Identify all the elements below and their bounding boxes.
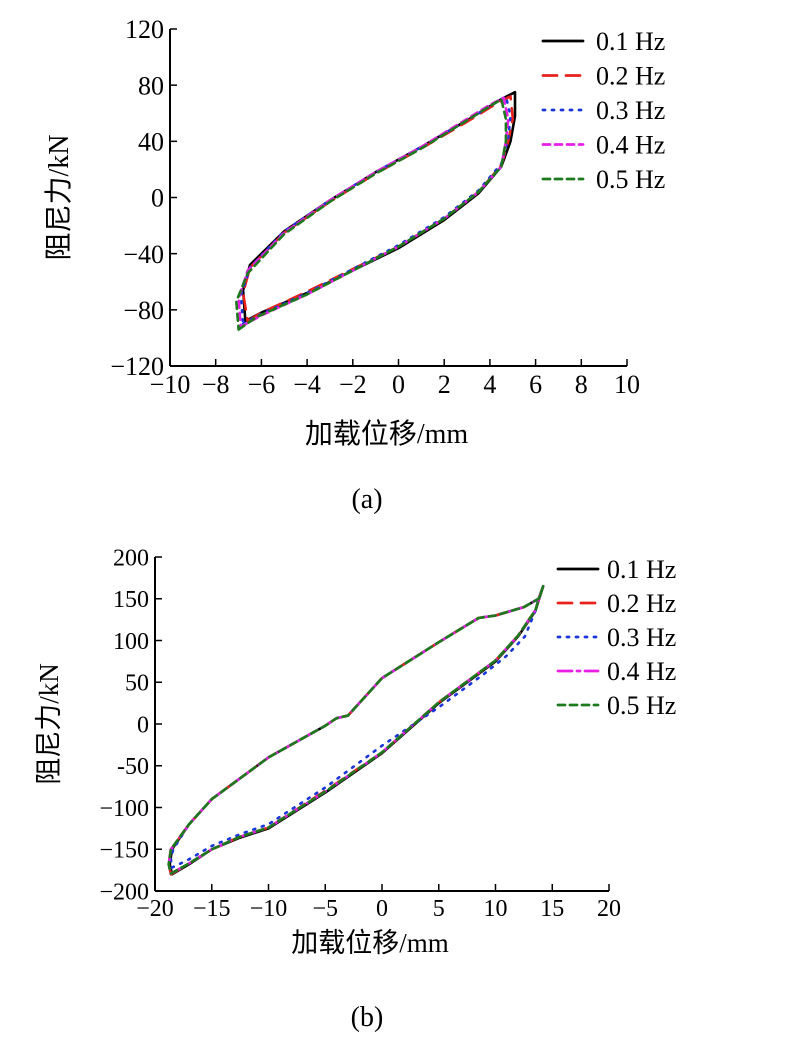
y-tick-label: 80: [138, 71, 164, 100]
series-line-2: [167, 584, 545, 876]
x-tick-label: 15: [540, 896, 564, 922]
x-tick-label: −4: [293, 370, 321, 399]
legend-label-3: 0.3 Hz: [596, 96, 665, 125]
x-tick-label: −6: [248, 370, 276, 399]
series-line-2: [241, 95, 515, 323]
y-tick-label: −120: [110, 352, 164, 381]
x-tick-label: −15: [193, 896, 231, 922]
x-axis-label: 加载位移/mm: [305, 418, 469, 450]
series-line-5: [235, 97, 508, 331]
x-tick-label: 6: [529, 370, 542, 399]
y-tick-label: 40: [138, 127, 164, 156]
y-tick-label: 0: [137, 712, 149, 738]
y-tick-label: 100: [113, 629, 149, 655]
legend-label-2: 0.2 Hz: [596, 62, 665, 91]
y-axis-label: 阻尼力/kN: [34, 663, 64, 785]
y-tick-label: −200: [99, 879, 149, 905]
x-tick-label: 4: [483, 370, 496, 399]
series-line-3: [239, 95, 512, 326]
legend-label-2: 0.2 Hz: [607, 589, 676, 618]
y-tick-label: 150: [113, 587, 149, 613]
x-tick-label: −10: [150, 370, 191, 399]
legend: 0.1 Hz 0.2 Hz 0.3 Hz 0.4 Hz 0.5 Hz: [556, 555, 676, 720]
legend-label-5: 0.5 Hz: [596, 165, 665, 194]
x-tick-label: −10: [250, 896, 288, 922]
x-tick-label: 10: [614, 370, 640, 399]
legend: 0.1 Hz 0.2 Hz 0.3 Hz 0.4 Hz 0.5 Hz: [541, 27, 665, 194]
y-tick-label: −40: [123, 240, 164, 269]
series-line-5: [167, 584, 545, 875]
y-tick-label: 120: [125, 15, 164, 44]
chart-caption: (b): [351, 1002, 384, 1033]
legend-label-4: 0.4 Hz: [607, 657, 676, 686]
y-tick-label: -50: [117, 754, 149, 780]
legend-label-1: 0.1 Hz: [596, 27, 665, 56]
x-tick-label: −8: [202, 370, 230, 399]
series-line-1: [168, 584, 545, 876]
series-line-4: [237, 96, 510, 329]
y-tick-label: −80: [123, 296, 164, 325]
series-line-3: [169, 597, 540, 869]
x-tick-label: 10: [484, 896, 508, 922]
x-tick-label: −2: [339, 370, 367, 399]
x-tick-label: 8: [575, 370, 588, 399]
x-tick-label: 5: [433, 896, 445, 922]
legend-label-5: 0.5 Hz: [607, 691, 676, 720]
x-tick-label: 0: [376, 896, 388, 922]
x-tick-label: 2: [438, 370, 451, 399]
y-tick-label: 50: [125, 671, 149, 697]
chart-b: −20 −15 −10 −5 0 5 10 15 20 −200 −150 −100 -50 0 50 100…: [34, 545, 676, 1033]
chart-a: −10 −8 −6 −4 −2 0 2 4 6 8 10 −120 −80 −40 0 40 80 120 0.1 …: [43, 15, 665, 515]
y-tick-label: −150: [99, 838, 149, 864]
series-line-1: [241, 90, 517, 323]
x-tick-label: 20: [597, 896, 621, 922]
y-tick-label: 200: [113, 545, 149, 571]
legend-label-3: 0.3 Hz: [607, 623, 676, 652]
chart-caption: (a): [351, 484, 382, 515]
series-line-4: [167, 584, 545, 875]
legend-label-4: 0.4 Hz: [596, 131, 665, 160]
x-tick-label: −20: [136, 896, 174, 922]
x-axis-label: 加载位移/mm: [291, 928, 449, 958]
y-axis-label: 阻尼力/kN: [43, 134, 75, 260]
y-tick-label: 0: [151, 184, 164, 213]
x-tick-label: −5: [312, 896, 338, 922]
x-tick-label: 0: [392, 370, 405, 399]
y-tick-label: −100: [99, 796, 149, 822]
legend-label-1: 0.1 Hz: [607, 555, 676, 584]
